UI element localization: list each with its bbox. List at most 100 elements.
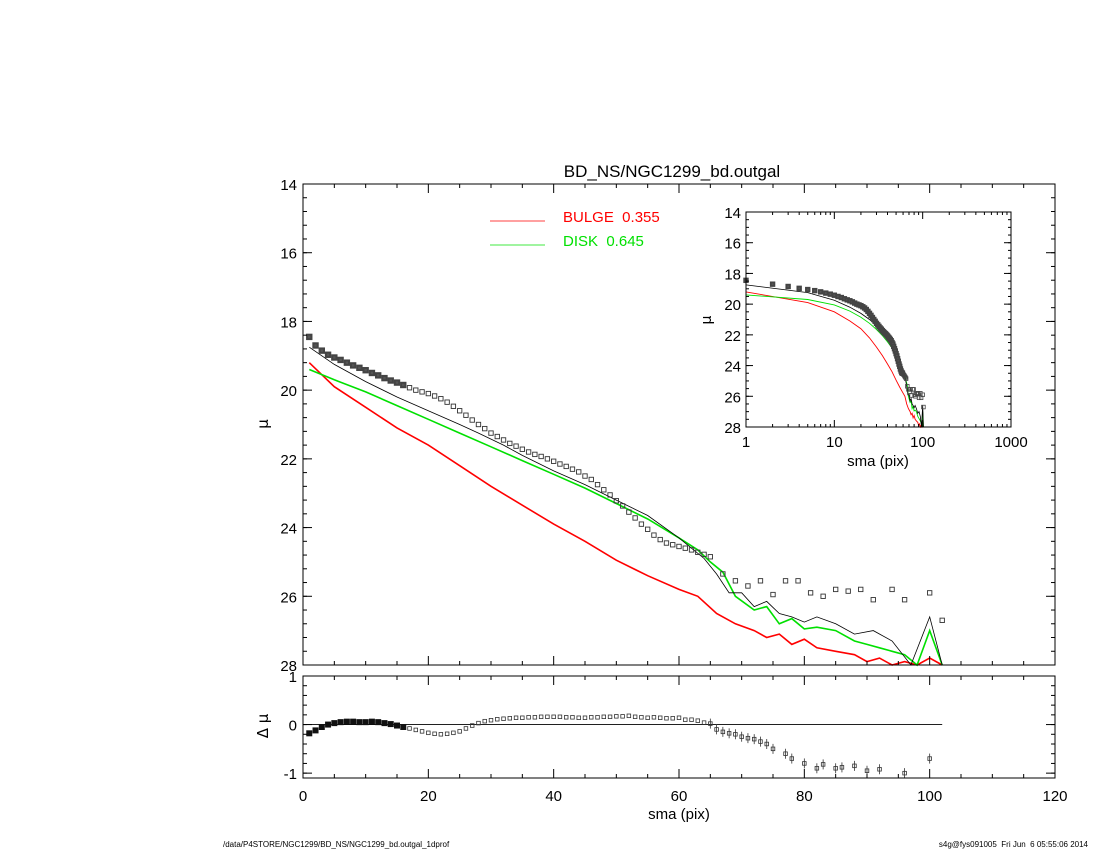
data-point [619, 503, 626, 509]
data-point [663, 540, 670, 546]
residual-point [789, 756, 794, 761]
data-point [889, 586, 895, 593]
inset-plot: 14 16 18 20 22 24 26 281 10 100 1000 sma (pix) μ [699, 205, 1028, 470]
residual-point [532, 715, 538, 720]
inset-data-point [796, 285, 802, 292]
inset-y-tick-label: 16 [724, 236, 741, 253]
residual-point [864, 768, 870, 773]
data-point [807, 590, 814, 596]
inset-data-point [805, 286, 811, 293]
residual-point [325, 721, 332, 728]
residual-point [331, 720, 338, 727]
data-point [544, 456, 551, 462]
data-point [469, 417, 475, 423]
x-tick-label: 40 [545, 788, 562, 805]
inset-background [746, 212, 1011, 427]
residual-point [432, 731, 437, 736]
residual-point [589, 715, 594, 720]
data-point [331, 354, 338, 361]
residual-point [495, 717, 500, 722]
residual-point [343, 718, 350, 725]
residual-point [708, 721, 713, 726]
main-axis-ticks: 14 16 18 20 22 24 26 28 [280, 177, 1056, 675]
data-point [457, 408, 463, 414]
residual-point [902, 770, 907, 776]
residual-point [368, 718, 375, 725]
data-point [720, 571, 726, 577]
inset-data-point [905, 384, 910, 389]
residual-point [852, 763, 857, 769]
data-point [757, 578, 764, 584]
residual-point [337, 719, 344, 726]
main-y-tick-label: 14 [280, 177, 297, 194]
data-point [538, 453, 544, 460]
inset-series-layer [743, 212, 1011, 429]
inset-y-tick-label: 26 [724, 389, 741, 406]
inset-x-tick-label: 1000 [994, 434, 1027, 451]
residual-point [570, 715, 575, 720]
residual-point [312, 727, 319, 734]
residual-point [538, 714, 544, 719]
residual-point [601, 714, 606, 719]
residual-point [557, 714, 563, 719]
residual-point [350, 718, 357, 725]
inset-y-tick-label: 14 [724, 205, 741, 222]
residual-point [820, 762, 826, 767]
residual-point [356, 719, 363, 726]
data-point [343, 359, 351, 366]
x-tick-label: 80 [796, 788, 813, 805]
data-point [820, 593, 826, 599]
data-point [500, 437, 507, 443]
inset-data-point [911, 387, 916, 392]
residual-plot-frame [302, 675, 1056, 779]
disk-model-line [308, 368, 943, 667]
data-point [688, 547, 695, 553]
data-point [431, 393, 438, 399]
residual-point [701, 720, 707, 725]
data-point [638, 521, 645, 527]
data-point [519, 446, 525, 452]
residual-point [526, 715, 531, 720]
inset-data-point [903, 376, 909, 381]
residual-y-axis-label: Δ μ [254, 713, 272, 738]
residual-series-layer [303, 713, 943, 779]
residual-point [362, 719, 369, 726]
residual-point [513, 715, 519, 720]
main-y-axis-label: μ [254, 419, 272, 429]
data-point [626, 509, 632, 515]
residual-point [664, 716, 669, 721]
data-point [356, 364, 363, 372]
residual-point [739, 734, 744, 739]
residual-point [745, 735, 751, 741]
inset-y-tick-label: 28 [724, 420, 741, 437]
residual-point [676, 715, 682, 720]
residual-point [444, 731, 450, 736]
x-tick-label: 20 [420, 788, 437, 805]
data-point [607, 492, 613, 498]
residual-point [469, 723, 475, 728]
residual-point [833, 766, 838, 771]
main-y-tick-label: 26 [280, 589, 297, 606]
inset-data-point [921, 404, 926, 410]
residual-point [394, 722, 401, 729]
inset-bulge-line [745, 291, 924, 429]
residual-point [770, 746, 776, 752]
data-point [927, 590, 933, 596]
inset-data-point [769, 281, 776, 287]
residual-point [927, 756, 932, 761]
inset-data-point [823, 290, 829, 296]
residual-point [381, 720, 388, 727]
residual-point [802, 761, 807, 766]
data-point [745, 583, 751, 589]
data-point [645, 526, 651, 532]
inset-x-tick-label: 10 [826, 434, 843, 451]
data-point [406, 385, 413, 391]
data-point [318, 347, 326, 354]
data-point [770, 591, 776, 598]
main-y-tick-label: 20 [280, 383, 297, 400]
residual-point [714, 727, 719, 732]
residual-point [551, 714, 556, 719]
residual-point [438, 732, 444, 737]
residual-point [877, 767, 882, 772]
residual-point [683, 717, 688, 722]
